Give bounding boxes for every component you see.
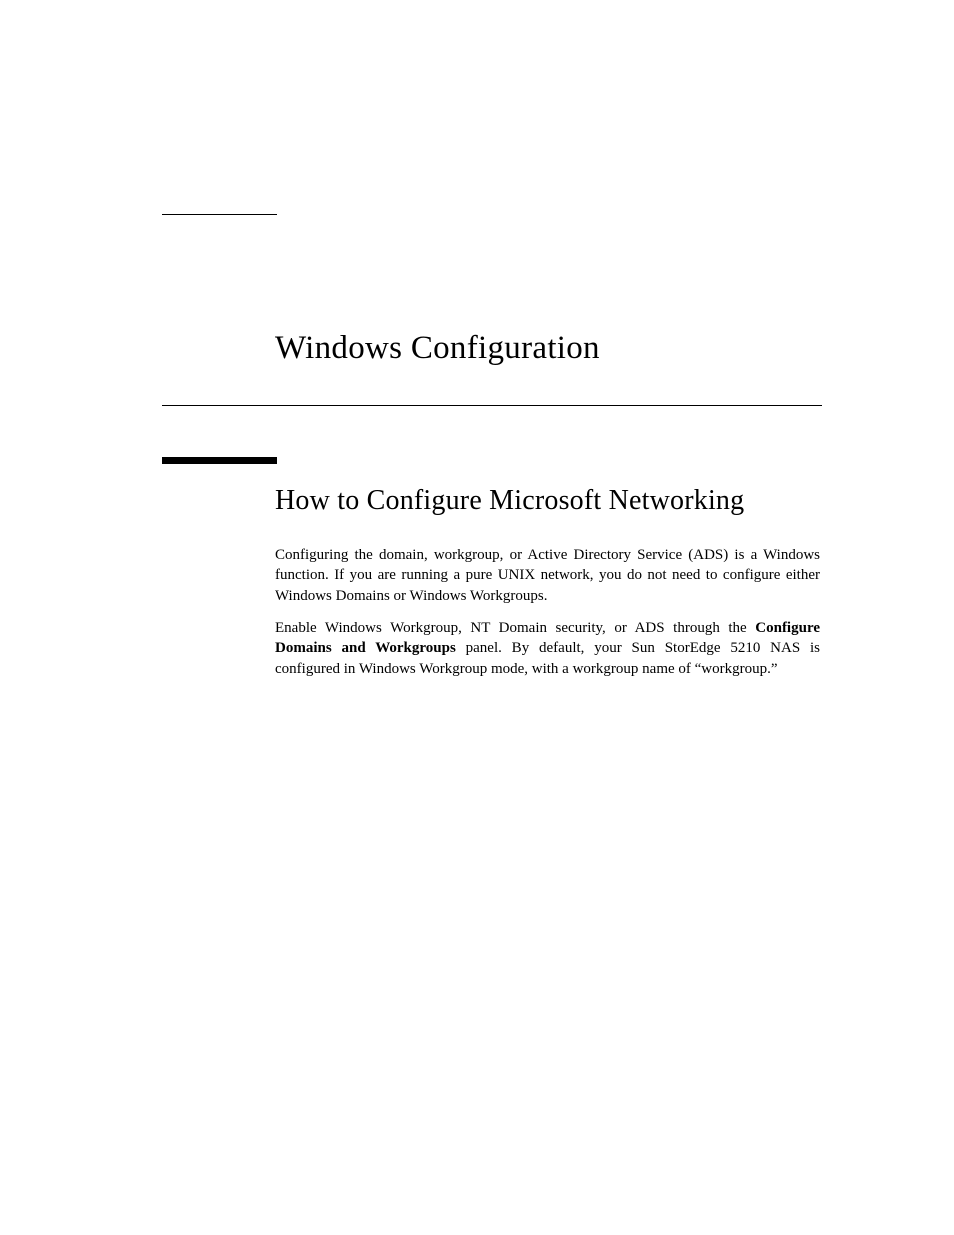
top-accent-line	[162, 214, 277, 215]
section-heading: How to Configure Microsoft Networking	[275, 485, 744, 517]
page-container: Windows Configuration How to Configure M…	[0, 0, 954, 1235]
section-accent-bar	[162, 457, 277, 464]
p2-text-before: Enable Windows Workgroup, NT Domain secu…	[275, 620, 755, 636]
paragraph-2: Enable Windows Workgroup, NT Domain secu…	[275, 618, 820, 679]
paragraph-1: Configuring the domain, workgroup, or Ac…	[275, 545, 820, 606]
horizontal-rule	[162, 405, 822, 406]
chapter-title: Windows Configuration	[275, 330, 600, 367]
